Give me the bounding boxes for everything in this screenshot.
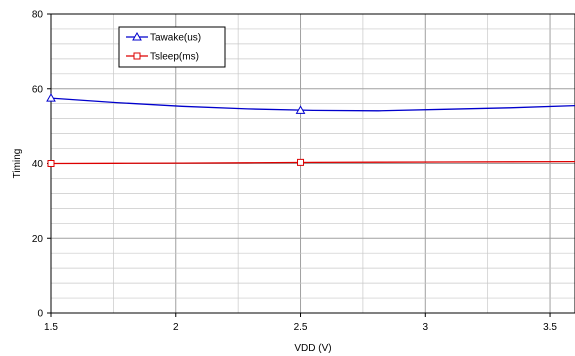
series-line <box>50 160 575 165</box>
series-group <box>46 93 575 167</box>
x-tick-label: 2.5 <box>294 322 308 333</box>
grid <box>50 13 575 314</box>
y-tick-label: 40 <box>32 159 44 170</box>
legend-item: Tsleep(ms) <box>126 52 199 63</box>
y-tick-label: 80 <box>32 10 44 21</box>
y-axis-title: Timing <box>12 149 23 179</box>
y-tick-label: 60 <box>32 84 44 95</box>
legend-marker <box>133 52 141 60</box>
x-tick-label: 3 <box>423 322 429 333</box>
x-tick-label: 2 <box>173 322 179 333</box>
legend: Tawake(us) Tsleep(ms) <box>118 26 226 68</box>
x-tick-label: 1.5 <box>44 322 58 333</box>
series-tawake-us <box>46 93 575 114</box>
legend-label: Tawake(us) <box>150 33 201 44</box>
series-line <box>50 97 575 112</box>
y-tick-label: 20 <box>32 234 44 245</box>
data-point <box>47 160 55 167</box>
x-tick-label: 3.5 <box>543 322 557 333</box>
data-point <box>297 158 305 166</box>
legend-label: Tsleep(ms) <box>150 52 199 63</box>
y-tick-label: 0 <box>37 309 43 320</box>
legend-marker <box>132 31 142 41</box>
series-tsleep-ms <box>47 158 575 167</box>
legend-item: Tawake(us) <box>126 31 201 44</box>
data-point <box>46 93 56 102</box>
axis-ticks: 1.5 2 2.5 3 3.5 0 20 40 60 80 <box>32 10 558 334</box>
x-axis-title: VDD (V) <box>294 343 331 354</box>
data-point <box>295 105 306 114</box>
